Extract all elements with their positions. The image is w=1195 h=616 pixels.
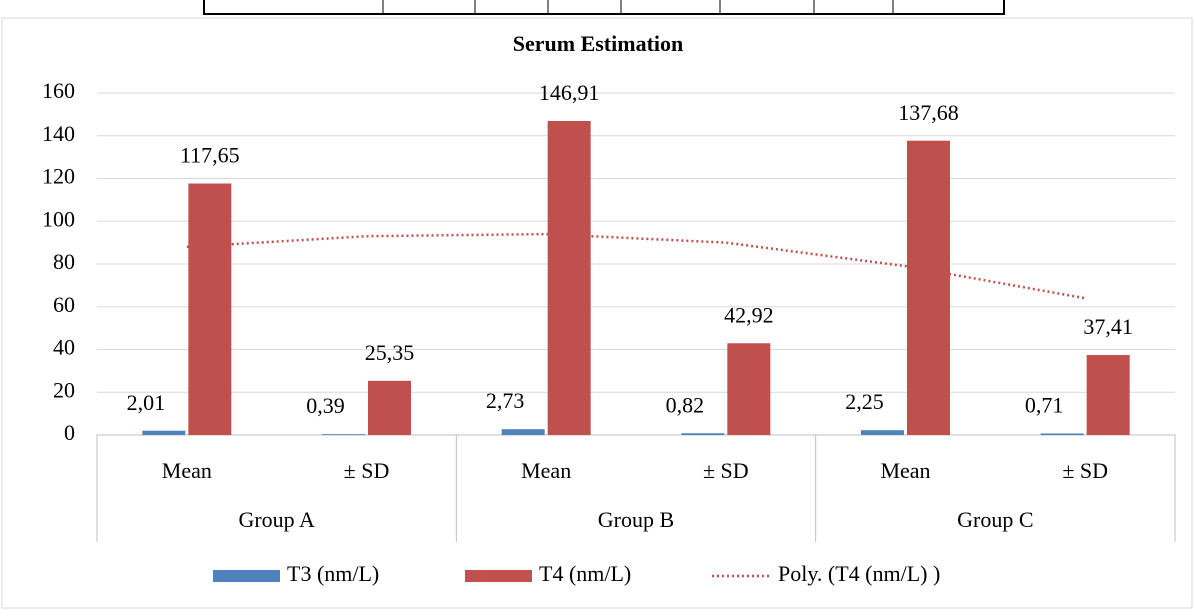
- y-tick-label: 40: [53, 335, 75, 360]
- y-tick-label: 80: [53, 249, 75, 274]
- data-label: 37,41: [1083, 314, 1133, 339]
- y-tick-label: 0: [64, 420, 75, 445]
- x-tick-label: ± SD: [1062, 458, 1108, 483]
- data-label: 0,82: [666, 392, 705, 417]
- bar: [547, 120, 591, 436]
- y-tick-label: 120: [42, 164, 75, 189]
- y-tick-label: 160: [42, 78, 75, 103]
- data-label: 0,39: [306, 393, 345, 418]
- legend-label: T4 (nm/L): [539, 561, 631, 586]
- legend-label: Poly. (T4 (nm/L) ): [778, 561, 940, 586]
- group-label: Group B: [598, 507, 674, 532]
- x-tick-label: ± SD: [344, 458, 390, 483]
- bar: [727, 343, 771, 435]
- bar: [368, 380, 411, 435]
- chart-title: Serum Estimation: [513, 31, 684, 56]
- y-tick-label: 60: [53, 292, 75, 317]
- legend-swatch: [465, 570, 532, 582]
- bar: [322, 434, 365, 435]
- bar: [907, 140, 950, 436]
- x-tick-label: Mean: [880, 458, 930, 483]
- bar: [501, 429, 545, 435]
- y-tick-label: 20: [53, 377, 75, 402]
- bar: [188, 183, 232, 435]
- data-label: 146,91: [539, 80, 600, 105]
- trendline: [186, 232, 1086, 300]
- group-label: Group C: [957, 507, 1033, 532]
- data-label: 2,73: [486, 388, 525, 413]
- x-tick-label: Mean: [521, 458, 571, 483]
- bar: [1086, 355, 1130, 435]
- x-tick-label: Mean: [162, 458, 212, 483]
- legend-swatch: [213, 570, 280, 582]
- bar: [681, 433, 725, 435]
- group-label: Group A: [238, 507, 315, 532]
- data-label: 0,71: [1025, 393, 1064, 418]
- table-border: [203, 0, 1005, 15]
- legend-label: T3 (nm/L): [287, 561, 379, 586]
- table-fragment: [203, 0, 1005, 15]
- bar: [861, 430, 904, 435]
- data-label: 2,25: [845, 389, 884, 414]
- table-dividers: [382, 0, 894, 14]
- y-tick-label: 140: [42, 121, 75, 146]
- y-tick-label: 100: [42, 206, 75, 231]
- data-label: 137,68: [898, 100, 959, 125]
- bar: [142, 430, 186, 435]
- data-label: 42,92: [724, 302, 774, 327]
- data-label: 117,65: [180, 143, 240, 168]
- data-label: 25,35: [365, 340, 415, 365]
- data-label: 2,01: [127, 390, 166, 415]
- x-tick-label: ± SD: [703, 458, 749, 483]
- bar: [1040, 433, 1084, 435]
